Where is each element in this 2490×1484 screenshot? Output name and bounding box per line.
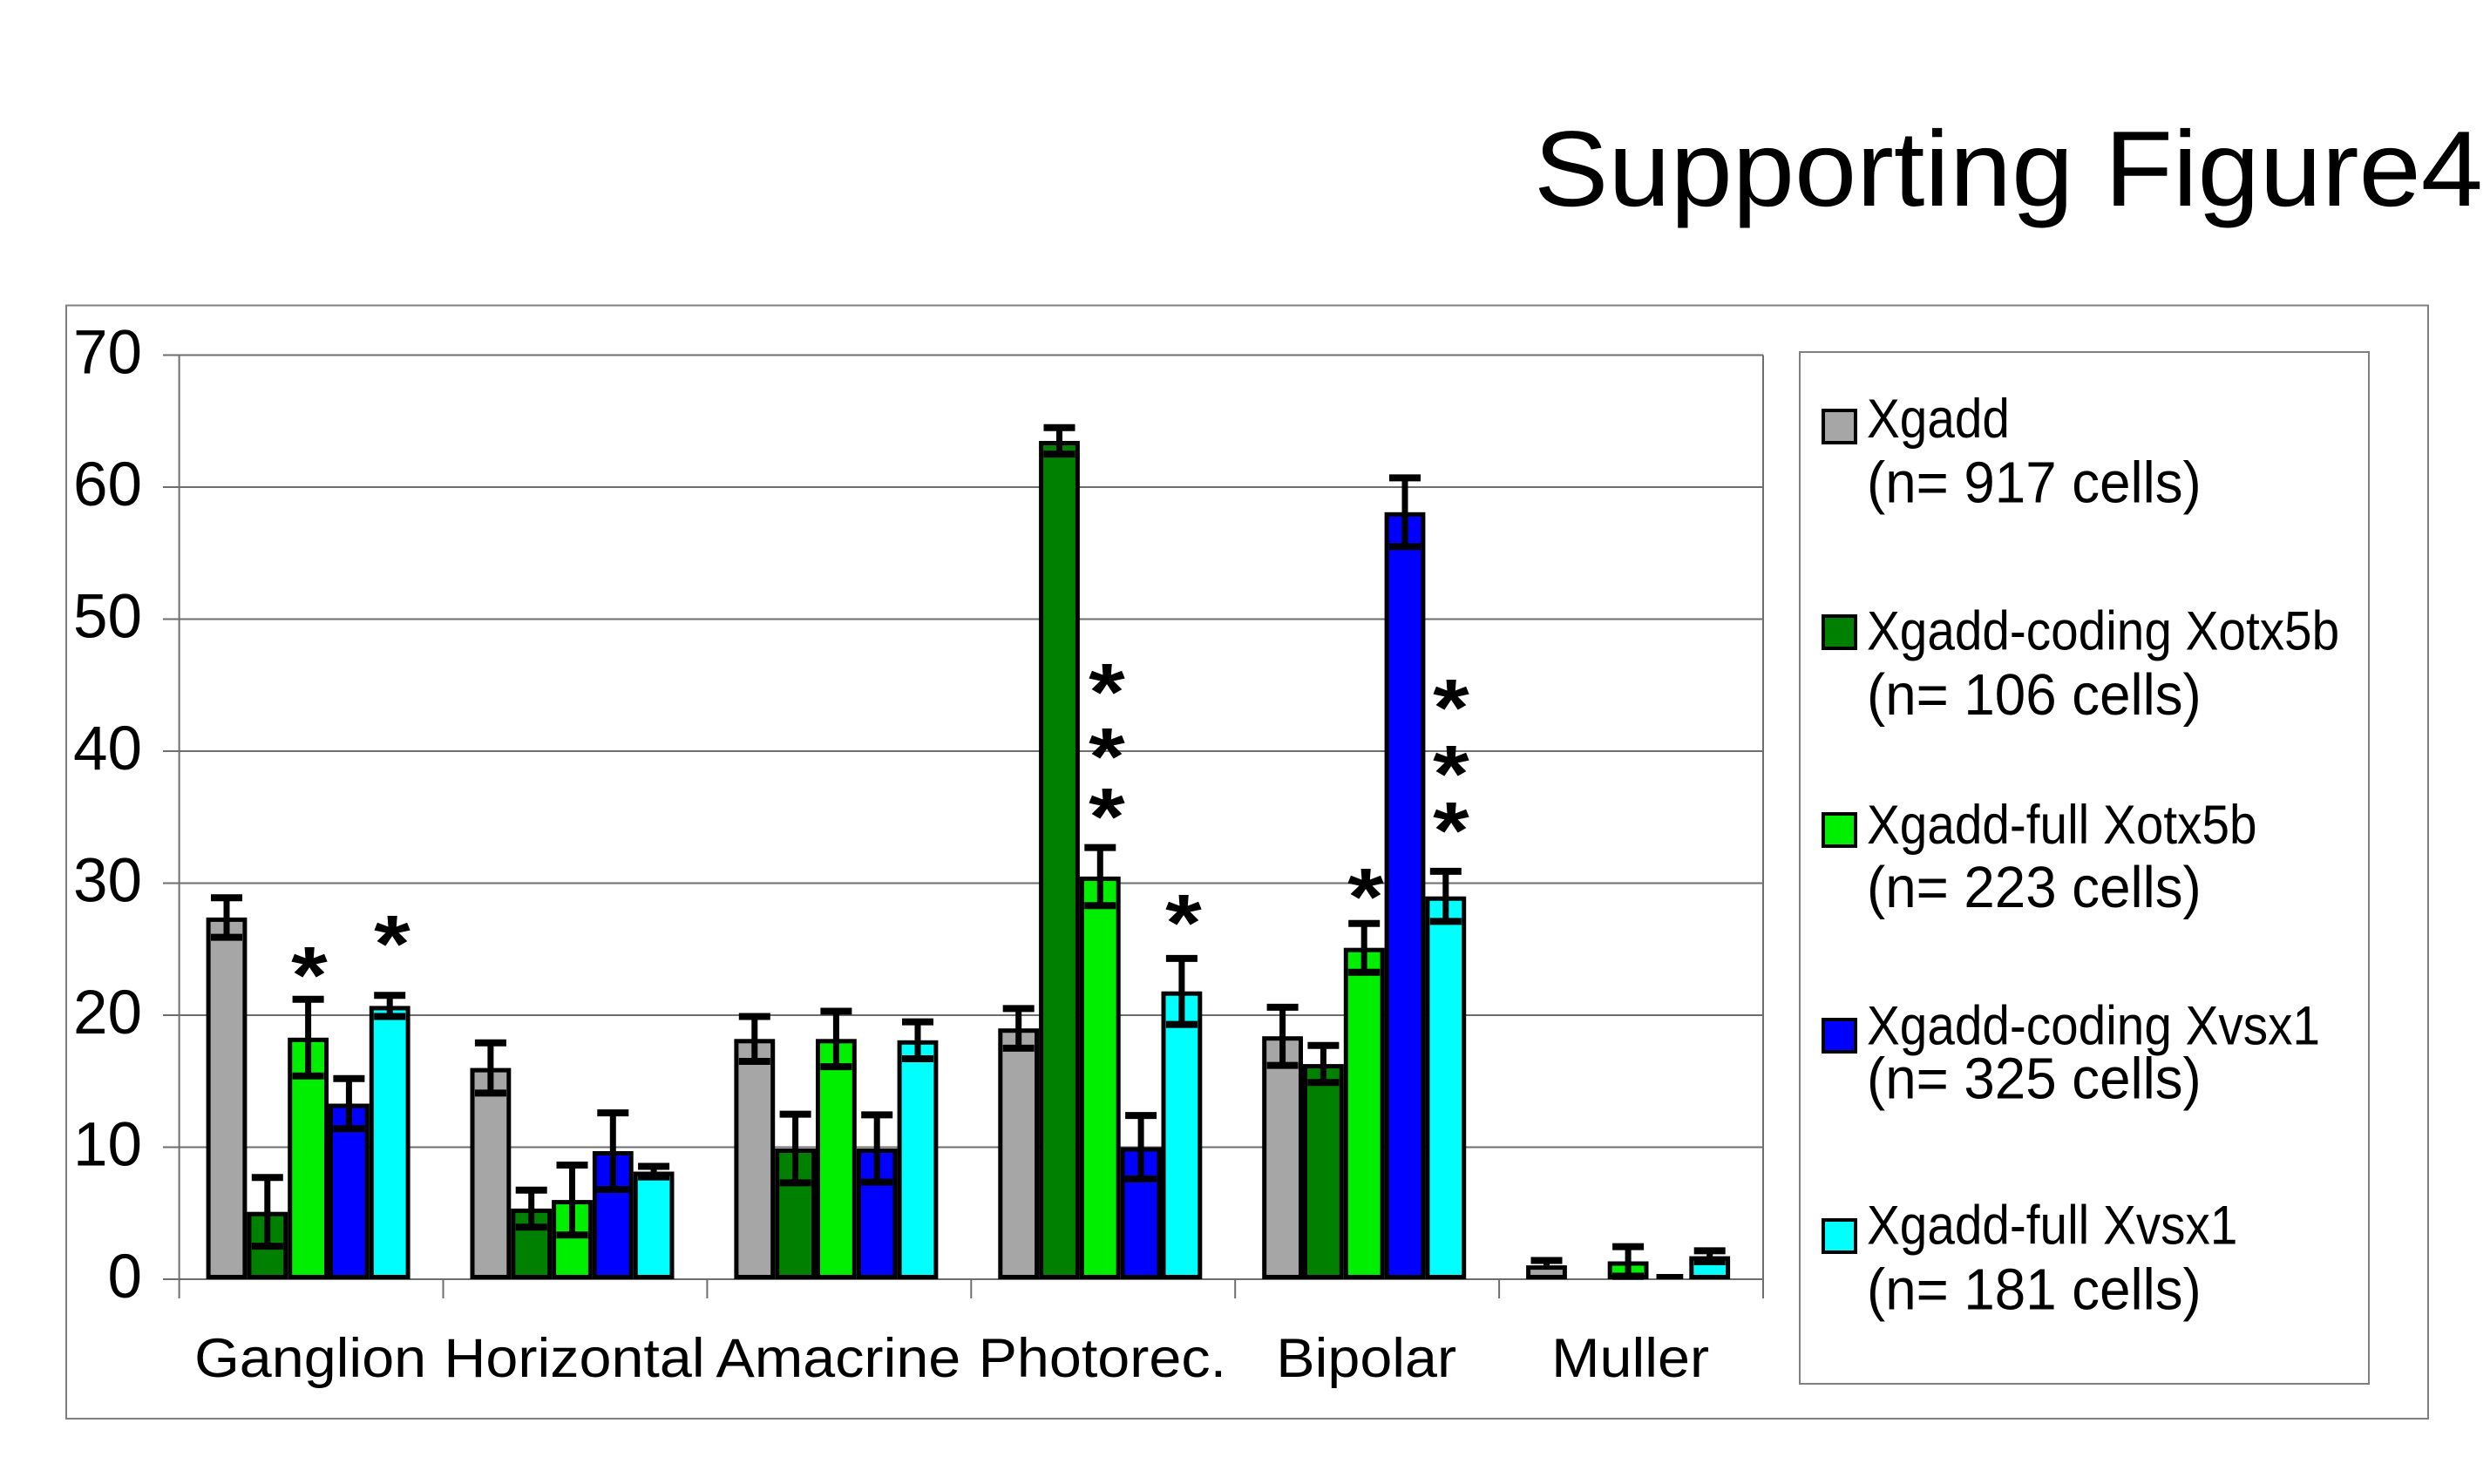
svg-text:*: * [1089,771,1125,862]
svg-text:50: 50 [73,583,142,652]
svg-text:*: * [1347,851,1384,942]
svg-text:*: * [1089,647,1125,737]
svg-text:Photorec.: Photorec. [979,1327,1226,1389]
svg-text:*: * [374,898,410,989]
svg-text:20: 20 [73,979,142,1047]
svg-text:60: 60 [73,451,142,519]
svg-text:Amacrine: Amacrine [716,1327,961,1389]
svg-text:*: * [291,930,328,1020]
svg-text:Horizontal: Horizontal [444,1327,704,1389]
svg-text:70: 70 [73,319,142,388]
svg-text:(n= 917 cells): (n= 917 cells) [1867,450,2202,515]
svg-text:Bipolar: Bipolar [1276,1327,1456,1389]
svg-text:*: * [1433,785,1469,876]
svg-text:Xgadd-full Xvsx1: Xgadd-full Xvsx1 [1867,1195,2237,1256]
svg-text:Supporting Figure4: Supporting Figure4 [1534,108,2483,228]
svg-text:30: 30 [73,847,142,916]
svg-text:Xgadd-coding Xvsx1: Xgadd-coding Xvsx1 [1867,995,2320,1056]
svg-text:Xgadd-coding Xotx5b: Xgadd-coding Xotx5b [1867,600,2339,661]
svg-text:0: 0 [108,1243,143,1311]
svg-text:*: * [1433,728,1469,819]
svg-text:(n= 223 cells): (n= 223 cells) [1867,855,2202,920]
svg-text:Muller: Muller [1551,1327,1709,1389]
svg-text:10: 10 [73,1111,142,1180]
svg-text:(n= 181 cells): (n= 181 cells) [1867,1257,2202,1322]
svg-text:(n= 106 cells): (n= 106 cells) [1867,662,2202,728]
svg-text:Ganglion: Ganglion [194,1327,426,1389]
svg-text:Xgadd: Xgadd [1867,388,2010,449]
svg-text:*: * [1433,662,1469,753]
svg-text:*: * [1089,711,1125,802]
svg-text:Xgadd-full Xotx5b: Xgadd-full Xotx5b [1867,794,2257,855]
svg-text:40: 40 [73,715,142,783]
svg-text:*: * [1165,878,1202,968]
svg-text:(n= 325 cells): (n= 325 cells) [1867,1046,2202,1111]
